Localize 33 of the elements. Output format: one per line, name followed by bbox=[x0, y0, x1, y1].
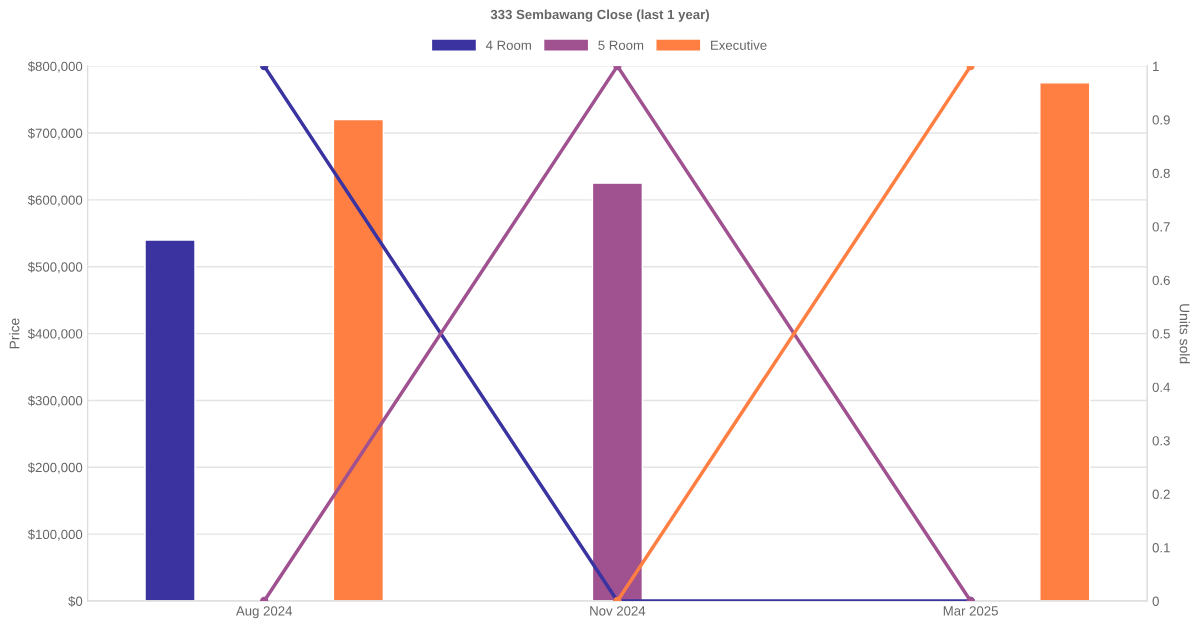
y-tick-label: $400,000 bbox=[27, 328, 83, 341]
y2-tick-label: 0.3 bbox=[1152, 436, 1170, 446]
y-tick-label: $100,000 bbox=[27, 529, 83, 541]
y-tick-label: $500,000 bbox=[27, 261, 83, 274]
bar bbox=[332, 118, 385, 602]
y2-tick-label: 0.5 bbox=[1152, 329, 1170, 339]
y2-tick-label: 0.7 bbox=[1152, 222, 1170, 232]
y-tick-label: $600,000 bbox=[27, 194, 83, 207]
y2-tick-label: 0.2 bbox=[1152, 489, 1170, 499]
y-axis-title: Price bbox=[9, 318, 20, 349]
bar bbox=[1039, 82, 1091, 602]
y-tick-label: $700,000 bbox=[27, 128, 83, 140]
y-tick-label: $300,000 bbox=[27, 395, 83, 407]
y-tick-label: $200,000 bbox=[27, 462, 83, 474]
chart-title: 333 Sembawang Close (last 1 year) bbox=[490, 9, 709, 22]
y2-tick-label: 0.9 bbox=[1152, 115, 1170, 125]
y2-tick-label: 0.8 bbox=[1152, 168, 1170, 179]
legend-label: Executive bbox=[711, 40, 767, 50]
y2-axis-title: Units sold bbox=[1179, 304, 1190, 364]
y-tick-label: $800,000 bbox=[27, 61, 83, 73]
bar bbox=[591, 182, 644, 602]
y2-tick-label: 1 bbox=[1153, 61, 1159, 71]
y2-tick-label: 0.1 bbox=[1152, 543, 1170, 553]
legend-label: 4 Room bbox=[485, 40, 531, 50]
y-tick-label: $0 bbox=[68, 596, 83, 607]
y2-tick-label: 0 bbox=[1152, 596, 1159, 606]
legend-label: 5 Room bbox=[598, 40, 644, 50]
y2-tick-label: 0.6 bbox=[1152, 275, 1170, 286]
bar bbox=[144, 239, 196, 602]
x-tick-label: Nov 2024 bbox=[590, 606, 646, 616]
x-tick-label: Aug 2024 bbox=[235, 606, 293, 619]
x-tick-label: Mar 2025 bbox=[943, 606, 998, 616]
y2-tick-label: 0.4 bbox=[1152, 382, 1171, 392]
